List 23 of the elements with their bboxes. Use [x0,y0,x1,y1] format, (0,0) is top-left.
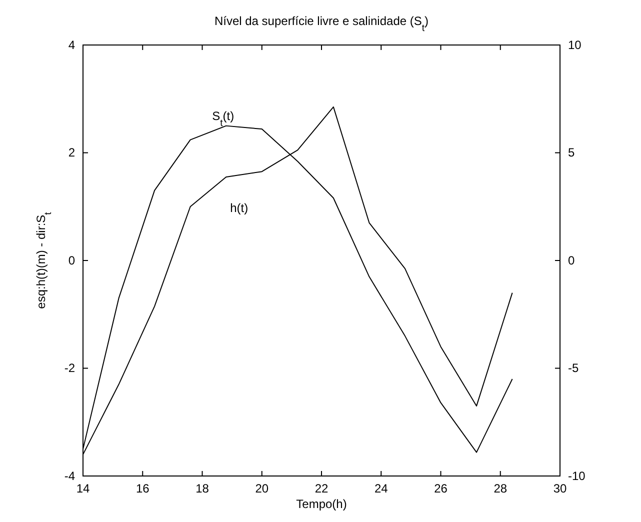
y2-tick-label: 5 [568,146,575,160]
series-label: h(t) [230,200,248,215]
y2-tick-label: 0 [568,253,575,268]
x-tick-label: 20 [255,482,269,496]
y2-tick-label: -5 [568,361,579,376]
x-tick-label: 28 [494,482,508,496]
x-tick-label: 24 [374,482,388,496]
y-tick-label: -2 [64,361,76,376]
y-tick-label: 2 [68,146,76,160]
x-tick-label: 18 [196,482,210,496]
x-tick-label: 22 [314,482,328,496]
x-tick-label: 30 [553,482,567,496]
x-axis-title: Tempo(h) [296,497,347,511]
y-tick-label: 0 [68,253,76,268]
chart-title: Nível da superfície livre e salinidade (S$_{t}$) [214,14,429,34]
y-tick-label: 4 [68,38,76,52]
x-tick-label: 16 [136,482,150,496]
y2-tick-label: 10 [568,38,582,52]
x-tick-label: 14 [76,482,90,496]
series-label: S$_{t}$(t) [212,108,234,128]
y-tick-label: -4 [64,468,76,483]
y2-tick-label: -10 [568,468,586,483]
x-tick-label: 26 [434,482,448,496]
